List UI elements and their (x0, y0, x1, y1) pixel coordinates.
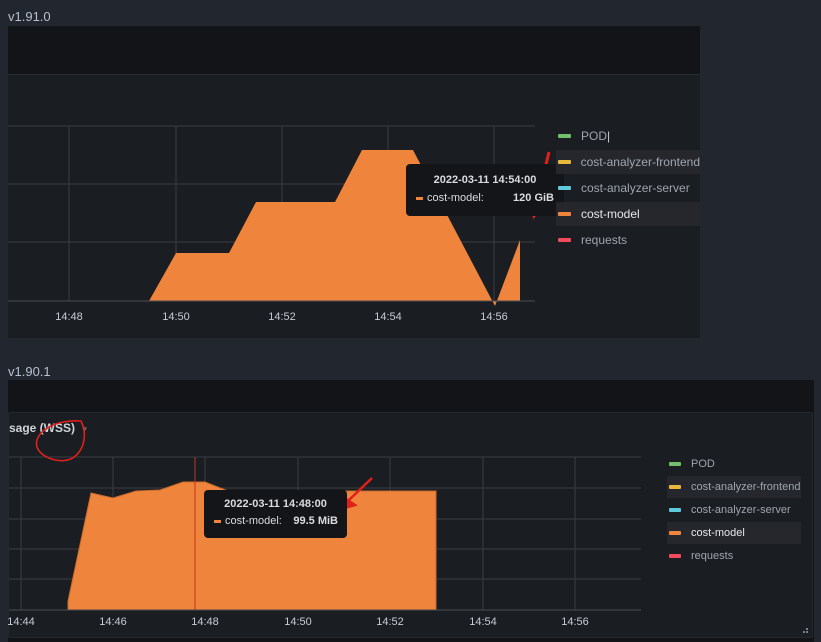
legend-label: cost-analyzer-frontend (691, 481, 801, 493)
tooltip-series: cost-model: (225, 515, 282, 527)
tooltip-series: cost-model: (427, 192, 484, 204)
legend-label: cost-analyzer-server (581, 181, 690, 195)
x-tick: 14:52 (268, 311, 296, 323)
legend: POD | cost-analyzer-frontend cost-analyze… (556, 124, 700, 254)
legend-item-cost-analyzer-frontend[interactable]: cost-analyzer-frontend (556, 150, 700, 174)
series-swatch-icon (416, 196, 423, 200)
x-tick: 14:50 (162, 311, 190, 323)
legend-label: requests (581, 233, 628, 247)
x-tick: 14:52 (376, 616, 404, 628)
version-label-top: v1.91.0 (8, 9, 51, 24)
x-tick: 14:48 (55, 311, 83, 323)
tooltip-value: 99.5 MiB (293, 515, 338, 527)
legend-swatch-icon (669, 508, 681, 512)
legend-item-pod[interactable]: POD (667, 453, 801, 475)
legend-swatch-icon (558, 212, 571, 216)
tooltip-time: 2022-03-11 14:48:00 (224, 498, 327, 510)
chevron-down-icon: ▾ (82, 424, 87, 434)
x-tick: 14:50 (284, 616, 312, 628)
resize-handle-icon (803, 628, 808, 633)
x-tick: 14:44 (7, 616, 35, 628)
legend-swatch-icon (558, 186, 571, 190)
legend-label: requests (691, 550, 734, 562)
legend-item-requests[interactable]: requests (667, 545, 801, 567)
x-tick: 14:48 (191, 616, 219, 628)
legend-label: cost-analyzer-frontend (580, 155, 700, 169)
x-tick: 14:56 (480, 311, 508, 323)
legend-item-cost-analyzer-frontend[interactable]: cost-analyzer-frontend (667, 476, 801, 498)
legend-label: cost-analyzer-server (691, 504, 791, 516)
x-tick: 14:54 (469, 616, 497, 628)
panel-title[interactable]: sage (WSS) ▾ (9, 421, 87, 435)
legend-swatch-icon (669, 462, 681, 466)
version-label-bottom: v1.90.1 (8, 364, 51, 379)
legend-label: cost-model (691, 527, 745, 539)
legend-swatch-icon (669, 531, 681, 535)
legend-label: POD (691, 458, 715, 470)
tooltip: 2022-03-11 14:54:00 cost-model: 120 GiB (406, 164, 564, 216)
legend-item-cost-analyzer-server[interactable]: cost-analyzer-server (556, 176, 700, 200)
x-tick: 14:56 (561, 616, 589, 628)
top-panel-header (8, 26, 700, 75)
x-tick: 14:46 (99, 616, 127, 628)
legend-item-cost-analyzer-server[interactable]: cost-analyzer-server (667, 499, 801, 521)
top-panel: 14:48 14:50 14:52 14:54 14:56 2022-03-11… (8, 26, 700, 338)
legend-item-requests[interactable]: requests (556, 228, 700, 252)
legend-label: POD (581, 129, 608, 143)
legend-swatch-icon (669, 554, 681, 558)
tooltip: 2022-03-11 14:48:00 cost-model: 99.5 MiB (204, 490, 347, 538)
legend-swatch-icon (558, 134, 571, 138)
legend-item-pod[interactable]: POD | (556, 124, 700, 148)
legend-swatch-icon (558, 238, 571, 242)
legend-item-cost-model[interactable]: cost-model (556, 202, 700, 226)
legend-item-cost-model[interactable]: cost-model (667, 522, 801, 544)
legend: POD cost-analyzer-frontend cost-analyzer… (667, 453, 801, 573)
legend-swatch-icon (558, 160, 571, 164)
legend-swatch-icon (669, 485, 681, 489)
legend-label: cost-model (581, 207, 640, 221)
bottom-panel-outer: sage (WSS) ▾ (7, 380, 814, 642)
bottom-panel: sage (WSS) ▾ (7, 412, 813, 638)
panel-title-text: sage (WSS) (9, 421, 76, 435)
annotation-circle-icon (35, 420, 86, 462)
tooltip-value: 120 GiB (513, 192, 554, 204)
series-swatch-icon (214, 519, 221, 523)
tooltip-time: 2022-03-11 14:54:00 (433, 174, 537, 186)
x-tick: 14:54 (374, 311, 402, 323)
